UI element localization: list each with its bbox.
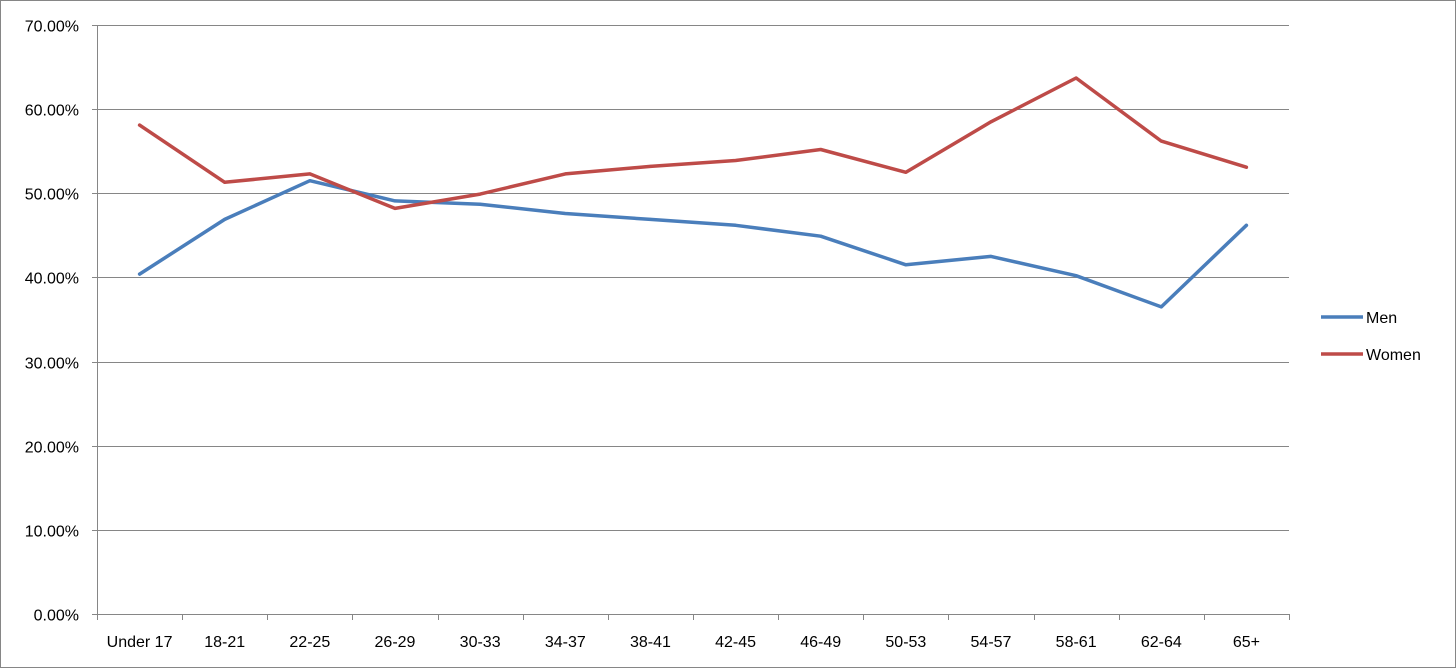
data-point-men: [1244, 223, 1248, 227]
data-point-men: [1074, 274, 1078, 278]
data-point-women: [1159, 139, 1163, 143]
data-point-men: [393, 199, 397, 203]
data-point-men: [478, 202, 482, 206]
x-tick-label: 30-33: [460, 634, 501, 651]
legend-label-men: Men: [1366, 310, 1397, 327]
series-line-men: [137, 178, 1249, 309]
data-point-women: [1074, 76, 1078, 80]
data-point-men: [138, 272, 142, 276]
data-point-men: [648, 217, 652, 221]
data-point-women: [989, 120, 993, 124]
data-point-men: [223, 217, 227, 221]
data-point-women: [138, 123, 142, 127]
data-point-men: [734, 223, 738, 227]
data-point-women: [1244, 165, 1248, 169]
x-tick-label: 50-53: [885, 634, 926, 651]
data-point-women: [478, 192, 482, 196]
y-tick-label: 70.00%: [25, 19, 79, 36]
x-tick-label: 46-49: [800, 634, 841, 651]
x-tick-label: 54-57: [971, 634, 1012, 651]
y-tick-label: 10.00%: [25, 524, 79, 541]
y-tick-label: 40.00%: [25, 271, 79, 288]
x-tick-label: 62-64: [1141, 634, 1182, 651]
data-point-men: [989, 254, 993, 258]
data-point-women: [223, 180, 227, 184]
x-tick-label: 42-45: [715, 634, 756, 651]
data-point-women: [308, 172, 312, 176]
data-point-women: [648, 164, 652, 168]
data-point-men: [904, 263, 908, 267]
x-tick-label: 26-29: [375, 634, 416, 651]
data-point-women: [904, 170, 908, 174]
x-tick-label: 18-21: [204, 634, 245, 651]
data-point-men: [1159, 305, 1163, 309]
x-tick-label: 58-61: [1056, 634, 1097, 651]
data-point-men: [819, 234, 823, 238]
y-tick-label: 30.00%: [25, 356, 79, 373]
x-tick-label: 34-37: [545, 634, 586, 651]
data-point-men: [563, 211, 567, 215]
y-tick-label: 20.00%: [25, 440, 79, 457]
series-line-women: [137, 76, 1249, 211]
data-point-men: [308, 179, 312, 183]
y-tick-label: 0.00%: [34, 608, 79, 625]
x-tick-label: 22-25: [289, 634, 330, 651]
legend-label-women: Women: [1366, 347, 1421, 364]
x-tick-label: 38-41: [630, 634, 671, 651]
data-point-women: [734, 158, 738, 162]
data-point-women: [563, 172, 567, 176]
x-tick-label: 65+: [1233, 634, 1260, 651]
x-tick-label: Under 17: [107, 634, 173, 651]
data-point-women: [393, 206, 397, 210]
y-tick-label: 50.00%: [25, 187, 79, 204]
data-point-women: [819, 148, 823, 152]
y-tick-label: 60.00%: [25, 103, 79, 120]
